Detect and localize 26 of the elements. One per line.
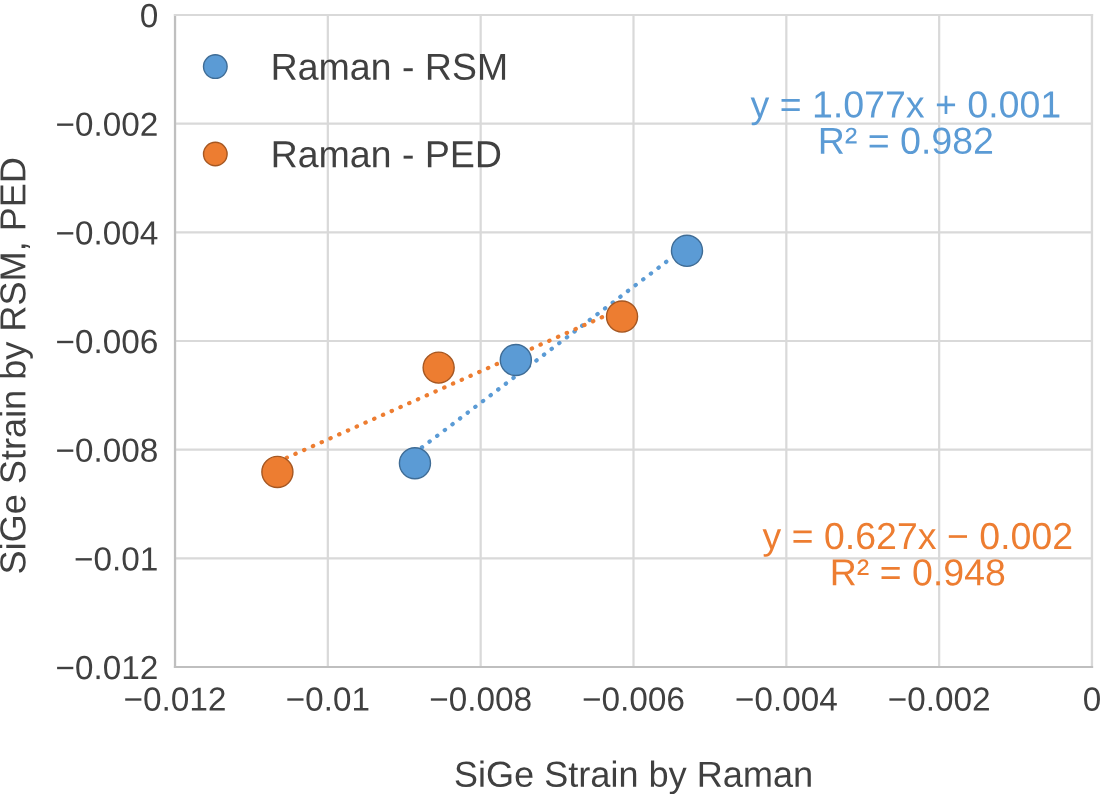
x-tick-label: −0.01: [287, 687, 369, 711]
point: [398, 447, 432, 480]
x-tick-label: −0.002: [889, 687, 989, 711]
x-tick-label: −0.004: [736, 687, 837, 711]
y-tick-label: −0.012: [57, 655, 157, 680]
y-tick-label: −0.01: [75, 547, 157, 571]
y-tick-label: −0.004: [57, 221, 158, 245]
y-tick-label: −0.002: [57, 112, 157, 137]
point: [261, 455, 294, 489]
y-axis-title: SiGe Strain by RSM, PED: [0, 158, 33, 573]
x-tick-label: 0: [1084, 687, 1100, 711]
y-tick-label: −0.008: [57, 438, 157, 463]
y-tick-label: −0.006: [57, 329, 157, 354]
point: [670, 234, 704, 268]
legend-label: Raman - PED: [273, 141, 501, 168]
annotation: y = 1.077x + 0.001 R² = 0.982: [750, 91, 1060, 155]
point: [499, 343, 533, 377]
y-tick-label: 0: [141, 3, 158, 28]
annotation: y = 0.627x − 0.002 R² = 0.948: [762, 522, 1072, 586]
x-tick-label: −0.012: [125, 687, 225, 711]
x-axis-title: SiGe Strain by Raman: [455, 760, 811, 794]
legend-label: Raman - RSM: [273, 53, 506, 81]
x-tick-label: −0.006: [583, 687, 684, 711]
point: [605, 300, 639, 333]
x-tick-label: −0.008: [430, 687, 531, 711]
point: [422, 351, 455, 384]
